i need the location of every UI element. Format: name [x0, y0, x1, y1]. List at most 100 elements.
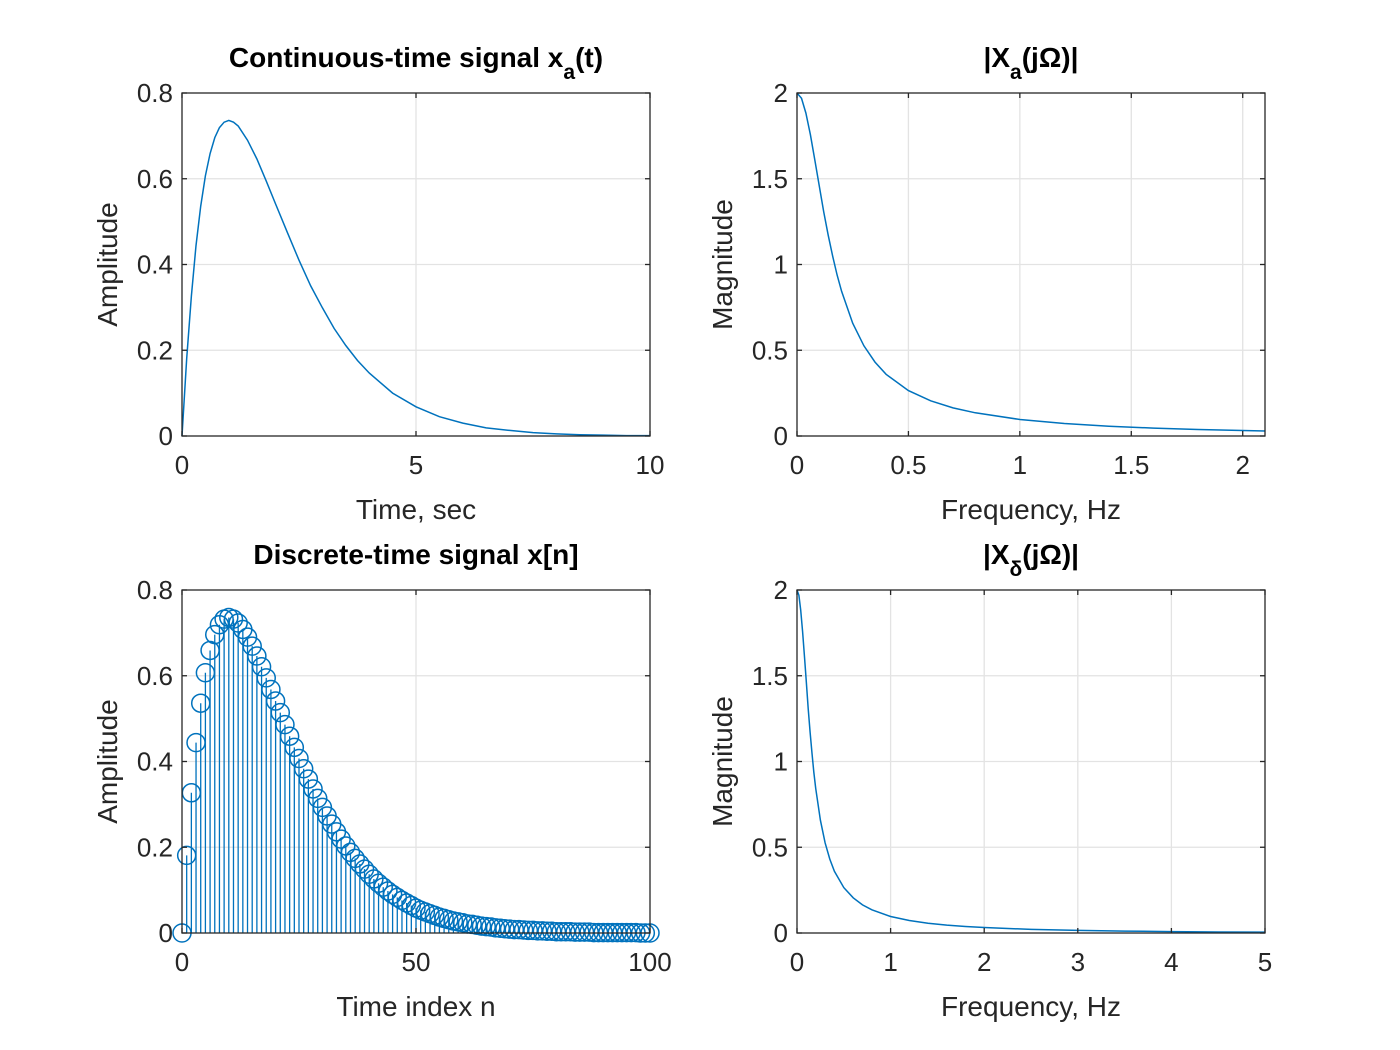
- data-series-line: [181, 119, 650, 437]
- x-tick-label: 10: [636, 450, 665, 480]
- title-main: Discrete-time signal x[n]: [253, 539, 578, 570]
- stem-marker: [270, 702, 291, 723]
- x-tick-label: 0: [790, 450, 804, 480]
- stem-marker: [251, 656, 272, 677]
- stem-marker: [195, 662, 216, 683]
- stem-marker: [509, 919, 529, 940]
- x-tick-label: 100: [628, 947, 671, 977]
- stem-marker: [527, 921, 548, 941]
- x-axis-label: Time, sec: [356, 494, 476, 525]
- stem-marker: [303, 779, 323, 799]
- stem-marker: [256, 668, 276, 688]
- stem-marker: [293, 759, 314, 779]
- stem-marker: [307, 788, 328, 809]
- axes-4: 0 1 2 3 4 5 0 0.5 1 1.5 2 Frequency, Hz Magnitude |Xδ…: [707, 539, 1272, 1022]
- y-axis-label: Amplitude: [92, 202, 123, 327]
- stem-marker: [532, 921, 553, 941]
- stem-marker: [504, 919, 525, 940]
- axes-title: Continuous-time signal xa(t): [229, 42, 603, 84]
- stem-marker: [499, 919, 520, 939]
- y-tick-label: 0.6: [137, 661, 173, 691]
- stem-marker: [471, 916, 492, 936]
- y-tick-label: 0: [774, 421, 788, 451]
- title-rest: (jΩ)|: [1022, 539, 1079, 570]
- stem-marker: [476, 916, 496, 937]
- stem-marker: [298, 769, 319, 789]
- x-tick-label: 3: [1071, 947, 1085, 977]
- y-axis-label: Magnitude: [707, 199, 738, 330]
- title-rest: (jΩ)|: [1022, 42, 1079, 73]
- stem-marker: [336, 836, 356, 856]
- y-tick-label: 0.5: [752, 335, 788, 365]
- axes-3: 0 50 100 0 0.2 0.4 0.6 0.8 Time index n Amplitude…: [92, 539, 672, 1022]
- stem-marker: [485, 918, 506, 938]
- stem-marker: [518, 920, 539, 941]
- x-tick-label: 1.5: [1113, 450, 1149, 480]
- axes-title: |Xδ(jΩ)|: [983, 539, 1079, 581]
- y-tick-label: 1.5: [752, 661, 788, 691]
- stem-marker: [495, 918, 515, 939]
- stem-marker: [186, 732, 206, 753]
- y-tick-label: 0.6: [137, 164, 173, 194]
- title-main: |X: [984, 42, 1011, 73]
- y-tick-label: 0.4: [137, 747, 173, 777]
- y-tick-label: 0: [159, 918, 173, 948]
- x-tick-label: 5: [1258, 947, 1272, 977]
- y-tick-label: 1.5: [752, 164, 788, 194]
- y-tick-label: 2: [774, 575, 788, 605]
- y-axis-label: Magnitude: [707, 696, 738, 827]
- x-tick-label: 4: [1164, 947, 1178, 977]
- title-main: |X: [983, 539, 1010, 570]
- x-axis-label: Time index n: [336, 991, 495, 1022]
- stem-marker: [275, 714, 295, 735]
- title-rest: (t): [575, 42, 603, 73]
- y-tick-label: 1: [774, 747, 788, 777]
- x-tick-label: 0: [790, 947, 804, 977]
- y-tick-label: 0.5: [752, 832, 788, 862]
- y-tick-label: 0.8: [137, 78, 173, 108]
- stem-marker: [205, 624, 225, 645]
- x-axis-label: Frequency, Hz: [941, 494, 1121, 525]
- stem-marker: [242, 636, 262, 656]
- y-tick-label: 0: [159, 421, 173, 451]
- y-tick-label: 0.8: [137, 575, 173, 605]
- x-tick-label: 2: [977, 947, 991, 977]
- stem-marker: [490, 918, 510, 939]
- stem-marker: [523, 920, 543, 941]
- stem-marker: [284, 737, 305, 758]
- stem-marker: [228, 613, 248, 633]
- x-axis-label: Frequency, Hz: [941, 991, 1121, 1022]
- title-subscript: δ: [1010, 558, 1023, 581]
- stem-marker: [261, 679, 281, 700]
- axes-title: |Xa(jΩ)|: [984, 42, 1079, 84]
- stem-marker: [279, 726, 300, 746]
- y-tick-label: 0.2: [137, 335, 173, 365]
- x-tick-label: 5: [409, 450, 423, 480]
- x-tick-label: 0.5: [890, 450, 926, 480]
- stem-marker: [331, 829, 351, 849]
- stem-marker: [176, 845, 197, 866]
- axes-2: 0 0.5 1 1.5 2 0 0.5 1 1.5 2 Frequency, Hz Magnitude…: [707, 42, 1266, 525]
- title-subscript: a: [563, 61, 575, 84]
- x-tick-label: 0: [175, 947, 189, 977]
- x-tick-label: 2: [1235, 450, 1249, 480]
- x-tick-label: 1: [883, 947, 897, 977]
- x-tick-label: 0: [175, 450, 189, 480]
- stem-marker: [265, 691, 286, 711]
- axes-1: 0 5 10 0 0.2 0.4 0.6 0.8 Time, sec Amplitude Conti…: [92, 42, 664, 525]
- stem-marker: [190, 693, 211, 713]
- title-main: Continuous-time signal x: [229, 42, 564, 73]
- stem-marker: [401, 895, 422, 916]
- y-tick-label: 0: [774, 918, 788, 948]
- x-tick-label: 1: [1013, 450, 1027, 480]
- y-axis-label: Amplitude: [92, 699, 123, 824]
- stem-marker: [237, 627, 258, 647]
- stem-marker: [513, 920, 534, 940]
- stem-marker: [382, 884, 403, 905]
- title-subscript: a: [1010, 61, 1022, 84]
- data-series-line: [796, 92, 1266, 432]
- y-tick-label: 2: [774, 78, 788, 108]
- stem-marker: [247, 646, 267, 666]
- y-tick-label: 0.2: [137, 832, 173, 862]
